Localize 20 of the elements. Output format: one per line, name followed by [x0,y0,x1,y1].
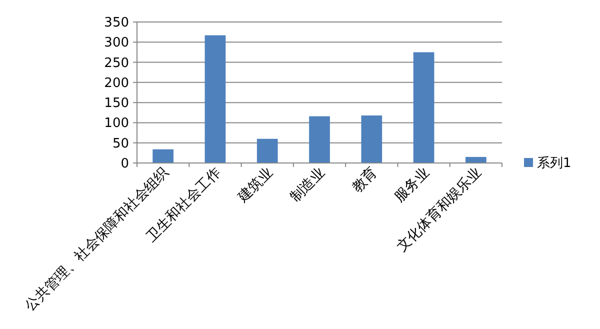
x-tick-label: 建筑业 [234,164,276,206]
bar [256,138,278,163]
legend-label: 系列1 [537,156,572,171]
y-tick-label: 250 [104,56,129,71]
x-tick-label: 制造业 [287,164,328,206]
y-tick-label: 350 [104,16,129,30]
y-tick-label: 50 [112,136,129,152]
bar [413,52,434,163]
bar [466,156,486,163]
y-tick-label: 200 [104,76,129,91]
y-tick-label: 150 [104,96,129,112]
x-tick-label: 服务业 [392,164,433,206]
bar [204,35,226,163]
bar [361,115,382,163]
bar [309,116,330,163]
y-tick-label: 100 [104,116,129,132]
y-tick-label: 0 [120,156,129,172]
bar [152,149,174,163]
x-tick-label: 教育 [348,164,380,196]
y-tick-label: 300 [104,36,129,51]
